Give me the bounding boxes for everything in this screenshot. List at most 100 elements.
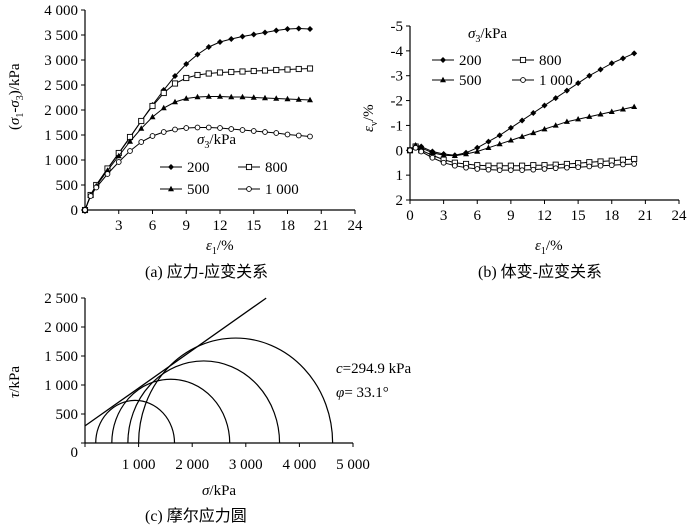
chart-a-legend-title: σ3/kPa [197, 132, 236, 151]
chart-a-y-tick-label: 2 500 [44, 78, 78, 94]
chart-c-failure-envelope [84, 297, 267, 427]
chart-a-y-tick-label: 4 000 [44, 3, 78, 19]
chart-b-data-point [586, 163, 593, 170]
chart-a-data-point [138, 125, 145, 131]
chart-c-annotation-c: c=294.9 kPa [336, 361, 411, 377]
chart-b-x-tick-label: 9 [507, 208, 515, 224]
chart-b-data-point [619, 106, 626, 112]
chart-a-data-point [273, 95, 280, 101]
chart-a-x-tick-label: 18 [280, 218, 295, 234]
chart-a-y-tick-label: 3 000 [44, 53, 78, 69]
chart-a-data-point [183, 61, 190, 67]
chart-a-data-point [205, 70, 212, 77]
chart-a-data-point [261, 67, 269, 74]
chart-b-data-point [451, 162, 458, 169]
chart-c-caption: (c) 摩尔应力圆 [145, 506, 247, 525]
chart-b-legend-marker [440, 57, 446, 63]
chart-a-data-point [306, 65, 314, 72]
chart-a-y-tick-label: 1 000 [44, 153, 78, 169]
chart-c-x-tick-label: 2 000 [175, 457, 209, 473]
chart-a-data-point [160, 129, 167, 135]
chart-a-data-point [172, 98, 178, 105]
chart-b-data-point [412, 144, 419, 151]
chart-b-data-point [541, 125, 548, 132]
chart-a-data-point [250, 128, 257, 134]
chart-b-legend-label: 1 000 [539, 73, 573, 89]
chart-b-data-point [418, 144, 425, 150]
chart-a-legend-item: 1 000 [238, 182, 299, 198]
chart-a-data-point [205, 93, 212, 99]
chart-a-data-point [172, 126, 178, 133]
chart-a-data-point [160, 89, 167, 97]
chart-a-legend-item: 200 [160, 160, 210, 176]
chart-b-data-point [530, 166, 537, 173]
chart-a-y-tick-label: 0 [71, 203, 79, 219]
chart-a-series-line [84, 96, 311, 211]
chart-b-data-point [440, 159, 447, 166]
chart-b-legend-label: 800 [539, 53, 562, 69]
chart-b-data-point [541, 102, 548, 109]
chart-c-y-axis-label: τ/kPa [7, 366, 23, 398]
chart-b-data-point [631, 103, 638, 109]
chart-a-data-point [295, 25, 302, 32]
chart-b-x-tick-label: 18 [604, 208, 619, 224]
chart-a-legend-item: 800 [238, 160, 288, 176]
chart-a-data-point [183, 125, 190, 131]
chart-c-axes [84, 298, 353, 444]
chart-c-x-tick-label: 1 000 [122, 457, 156, 473]
chart-b-data-point [485, 138, 492, 145]
chart-b-series [406, 50, 638, 174]
chart-b-data-point [530, 129, 537, 136]
chart-c-x-axis-label: σ/kPa [202, 483, 236, 499]
chart-a-data-point [183, 74, 190, 82]
chart-b-data-point [496, 132, 503, 139]
chart-a-legend-item: 500 [160, 182, 210, 198]
chart-b-data-point [519, 133, 526, 139]
chart-a-series-line [84, 68, 311, 211]
chart-a: 3 6 9 12 15 18 21 24 0 500 1 000 1 500 2 000 2 500 3 0… [7, 3, 363, 281]
chart-a-data-point [239, 68, 246, 75]
chart-b-legend-marker [520, 77, 526, 83]
chart-a-data-point [172, 73, 178, 79]
chart-b-data-point [586, 72, 593, 79]
chart-c-y-tick-label: 1 500 [44, 349, 78, 365]
chart-c-mohr-circle-1000 [138, 337, 334, 444]
chart-b-y-tick-label: -1 [391, 118, 404, 134]
chart-a-legend-marker [245, 163, 253, 171]
chart-b-data-point [597, 162, 604, 169]
chart-b-data-point [586, 113, 593, 119]
chart-a-data-point [217, 39, 223, 45]
chart-a-data-point [284, 95, 291, 102]
chart-b-data-point [519, 167, 525, 174]
chart-a-data-point [149, 113, 156, 120]
chart-b-y-tick-label: 2 [396, 193, 404, 209]
chart-a-legend-label: 1 000 [265, 182, 299, 198]
chart-a-data-point [82, 207, 88, 213]
chart-a-data-point [205, 124, 212, 131]
chart-a-data-point [127, 138, 133, 144]
chart-b-data-point [631, 161, 638, 167]
chart-b-data-point [619, 156, 627, 163]
chart-b-data-point [631, 155, 638, 163]
chart-c-mohr-circles [95, 337, 334, 444]
chart-b-data-point [619, 55, 626, 62]
chart-c-mohr-circle-500 [111, 378, 231, 444]
chart-a-data-point [273, 66, 280, 74]
chart-b-legend-title: σ3/kPa [468, 26, 507, 45]
chart-c-y-tick-label: 2 000 [44, 320, 78, 336]
chart-b-data-point [474, 144, 481, 151]
chart-b-y-tick-label: -2 [391, 94, 404, 110]
chart-a-y-tick-label: 500 [56, 178, 79, 194]
chart-b-data-point [463, 150, 470, 157]
chart-a-x-tick-label: 24 [348, 218, 364, 234]
chart-b-data-point [597, 111, 604, 117]
chart-a-data-point [273, 130, 280, 136]
chart-b-data-point [485, 144, 492, 150]
chart-a-data-point [205, 44, 212, 50]
chart-a-data-point [104, 171, 111, 177]
chart-b-legend-label: 200 [459, 53, 482, 69]
chart-c-x-tick-label: 5 000 [336, 457, 370, 473]
chart-a-data-point [171, 80, 179, 87]
chart-a-data-point [262, 129, 268, 135]
chart-a-data-point [138, 139, 145, 145]
